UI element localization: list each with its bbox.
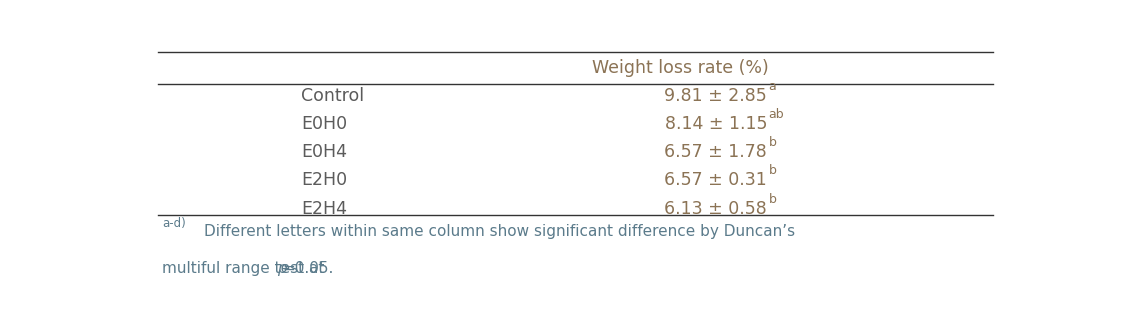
Text: b: b: [769, 164, 777, 177]
Text: b: b: [769, 136, 777, 149]
Text: ab: ab: [769, 108, 784, 121]
Text: 6.57 ± 0.31: 6.57 ± 0.31: [665, 171, 767, 189]
Text: E0H0: E0H0: [301, 115, 347, 133]
Text: 6.13 ± 0.58: 6.13 ± 0.58: [665, 200, 767, 217]
Text: Control: Control: [301, 87, 365, 105]
Text: 6.57 ± 1.78: 6.57 ± 1.78: [665, 143, 767, 161]
Text: multiful range test at: multiful range test at: [162, 260, 329, 275]
Text: a: a: [769, 80, 776, 93]
Text: 9.81 ± 2.85: 9.81 ± 2.85: [665, 87, 767, 105]
Text: b: b: [769, 193, 777, 205]
Text: a-d): a-d): [162, 217, 186, 230]
Text: E2H4: E2H4: [301, 200, 347, 217]
Text: Weight loss rate (%): Weight loss rate (%): [592, 59, 768, 77]
Text: p: p: [277, 260, 286, 275]
Text: Different letters within same column show significant difference by Duncan’s: Different letters within same column sho…: [204, 224, 795, 239]
Text: E0H4: E0H4: [301, 143, 347, 161]
Text: E2H0: E2H0: [301, 171, 347, 189]
Text: =0.05.: =0.05.: [283, 260, 335, 275]
Text: 8.14 ± 1.15: 8.14 ± 1.15: [665, 115, 767, 133]
